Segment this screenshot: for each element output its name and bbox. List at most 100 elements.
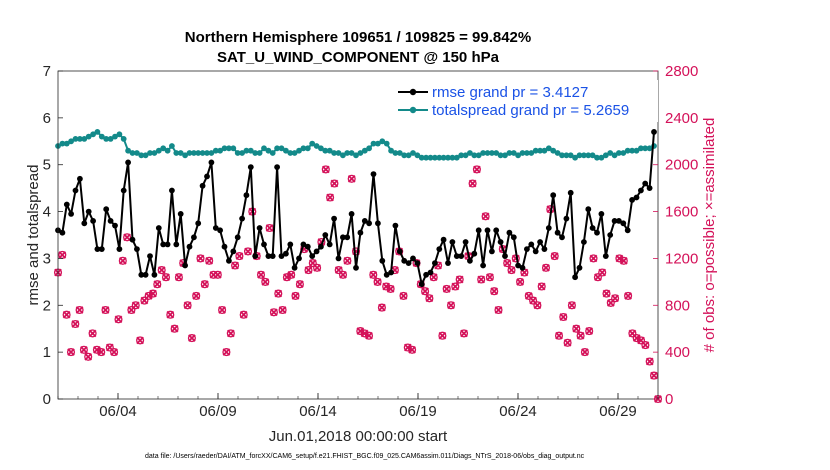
obs-possible-point <box>377 303 386 312</box>
totalspread-point <box>103 136 110 142</box>
totalspread-point <box>427 154 434 161</box>
totalspread-point <box>296 147 302 154</box>
rmse-point <box>624 227 631 234</box>
obs-possible-point <box>235 252 244 261</box>
rmse-point <box>300 241 307 248</box>
obs-possible-point <box>589 254 598 263</box>
x-tick-label: 06/24 <box>499 403 537 420</box>
rmse-point <box>502 253 508 259</box>
obs-possible-point <box>490 287 499 296</box>
obs-possible-point <box>183 301 192 310</box>
obs-assimilated-point <box>200 280 209 289</box>
obs-possible-point <box>446 301 456 310</box>
obs-possible-point <box>88 329 97 338</box>
obs-possible-point <box>105 343 114 352</box>
rmse-point <box>160 241 167 248</box>
chart-title-line2: SAT_U_WIND_COMPONENT @ 150 hPa <box>217 49 500 66</box>
rmse-point <box>169 187 175 194</box>
obs-possible-point <box>472 165 481 174</box>
totalspread-point <box>326 147 333 154</box>
rmse-point <box>81 220 88 227</box>
obs-possible-point <box>585 327 594 336</box>
obs-possible-point <box>291 291 300 300</box>
obs-possible-point <box>516 277 525 286</box>
rmse-point <box>462 239 469 245</box>
totalspread-point <box>81 136 88 142</box>
totalspread-point <box>313 143 320 149</box>
obs-assimilated-point <box>274 289 283 298</box>
rmse-point <box>94 246 101 253</box>
totalspread-point <box>585 152 592 159</box>
obs-possible-point <box>364 331 374 340</box>
rmse-point <box>98 246 105 253</box>
obs-assimilated-point <box>533 301 542 310</box>
rmse-point <box>642 180 649 187</box>
rmse-point <box>221 243 228 250</box>
right-y-tick-label: 0 <box>665 391 673 408</box>
obs-possible-point <box>494 305 503 315</box>
obs-assimilated-point <box>425 294 434 303</box>
rmse-point <box>85 208 92 215</box>
right-y-tick-label: 2000 <box>665 157 698 174</box>
totalspread-point <box>375 140 381 147</box>
obs-assimilated-point <box>537 282 546 291</box>
rmse-point <box>72 187 79 194</box>
obs-possible-point <box>559 312 568 322</box>
obs-assimilated-point <box>196 254 205 263</box>
obs-assimilated-point <box>213 270 222 279</box>
obs-possible-point <box>408 345 417 354</box>
totalspread-point <box>432 154 438 161</box>
totalspread-point <box>304 145 311 152</box>
rmse-point <box>230 248 237 255</box>
totalspread-point <box>72 136 79 142</box>
rmse-point <box>414 260 421 266</box>
totalspread-point <box>440 154 447 161</box>
obs-possible-point <box>533 301 542 310</box>
rmse-point <box>515 262 521 269</box>
totalspread-point <box>160 145 167 152</box>
rmse-point <box>217 227 224 234</box>
obs-assimilated-point <box>611 294 619 303</box>
rmse-point <box>629 197 635 203</box>
rmse-point <box>77 175 83 182</box>
obs-possible-point <box>79 345 88 354</box>
legend-rmse-label: rmse grand pr = 3.4127 <box>432 84 588 101</box>
totalspread-point <box>226 145 232 152</box>
obs-possible-point <box>84 352 93 361</box>
totalspread-point <box>567 152 574 159</box>
obs-assimilated-point <box>403 343 412 352</box>
rmse-point <box>602 253 609 259</box>
totalspread-point <box>107 136 114 142</box>
rmse-point <box>418 281 425 288</box>
totalspread-point <box>607 150 614 156</box>
obs-assimilated-point <box>568 301 576 310</box>
rmse-point <box>151 271 158 278</box>
obs-assimilated-point <box>97 348 106 356</box>
rmse-point <box>445 260 451 266</box>
obs-possible-point <box>321 165 330 174</box>
obs-possible-point <box>628 329 637 338</box>
obs-assimilated-point <box>632 334 641 342</box>
totalspread-point <box>418 154 425 161</box>
totalspread-point <box>489 150 495 156</box>
totalspread-point <box>291 150 298 156</box>
rmse-point <box>265 253 272 259</box>
obs-possible-point <box>97 348 106 357</box>
right-y-tick-label: 2800 <box>665 63 698 80</box>
obs-assimilated-point <box>563 338 572 347</box>
obs-assimilated-point <box>296 280 304 289</box>
obs-assimilated-point <box>494 306 503 314</box>
rmse-point <box>484 227 491 234</box>
obs-assimilated-point <box>365 331 373 340</box>
rmse-point <box>134 246 140 253</box>
obs-assimilated-point <box>460 329 468 338</box>
totalspread-point <box>208 150 215 156</box>
obs-possible-point <box>477 275 486 284</box>
x-axis-label: Jun.01,2018 00:00:00 start <box>269 428 448 445</box>
obs-assimilated-point <box>347 174 356 183</box>
obs-assimilated-point <box>559 313 568 321</box>
right-y-tick-label: 2400 <box>665 110 698 127</box>
rmse-point <box>142 271 149 278</box>
rmse-point <box>261 241 267 248</box>
obs-assimilated-point <box>244 247 252 256</box>
